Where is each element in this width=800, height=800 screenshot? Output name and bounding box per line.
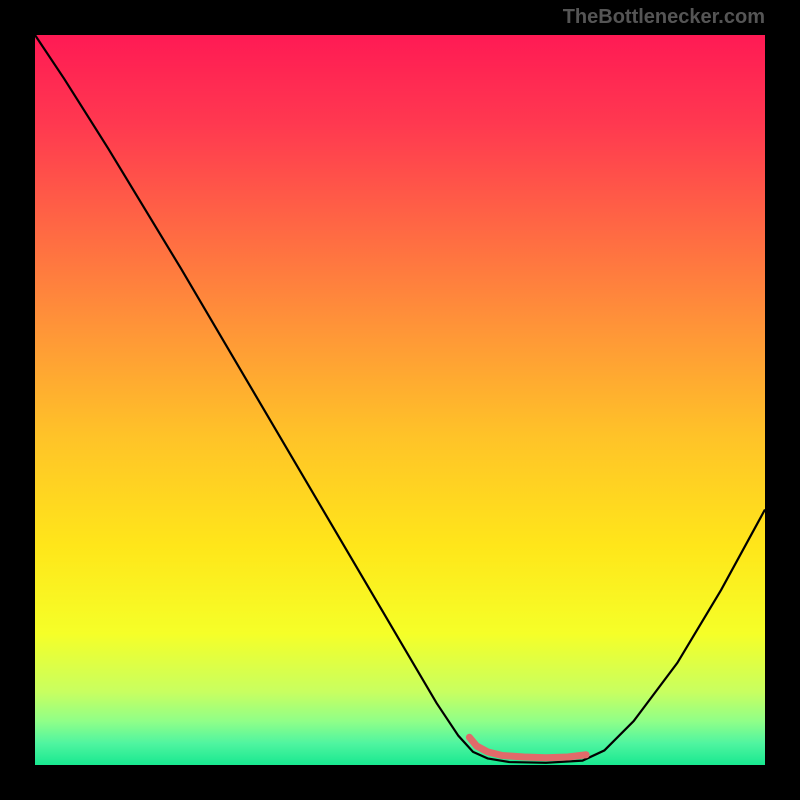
plot-area [35,35,765,765]
chart-container: TheBottlenecker.com [0,0,800,800]
attribution-text: TheBottlenecker.com [563,6,765,29]
bottleneck-curve [35,35,765,763]
optimal-highlight [469,737,586,757]
curve-layer [35,35,765,765]
